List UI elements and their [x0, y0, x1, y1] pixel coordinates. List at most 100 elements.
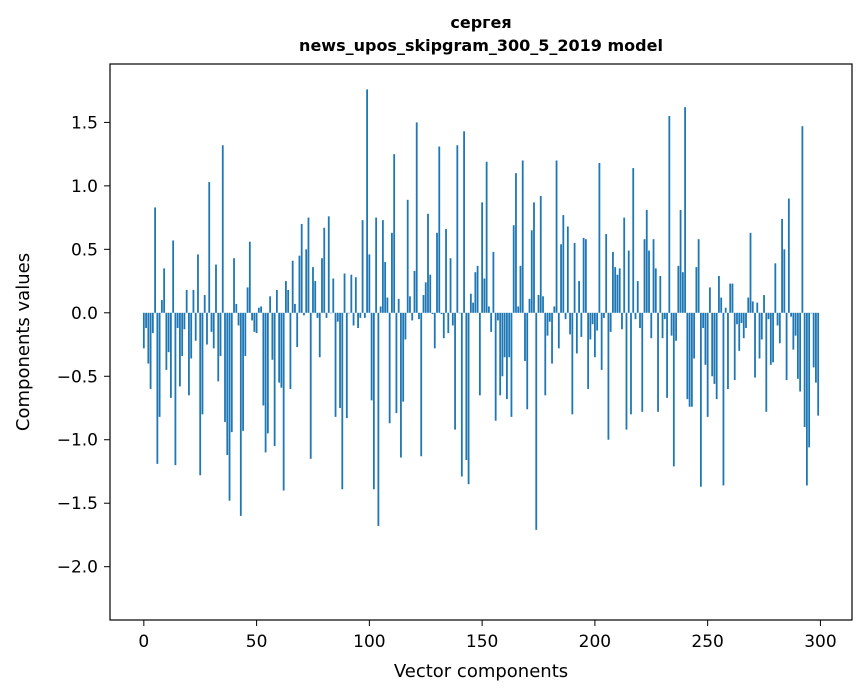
bar: [375, 217, 378, 313]
bar: [627, 250, 630, 313]
bar: [285, 281, 287, 313]
bar: [632, 168, 635, 313]
bar: [433, 312, 436, 349]
bar: [546, 312, 549, 336]
bar: [316, 312, 319, 318]
bar: [524, 312, 526, 362]
bar: [614, 267, 617, 313]
bar: [503, 312, 506, 358]
bar: [372, 312, 375, 490]
y-tick-label: 1.5: [71, 113, 98, 133]
bar: [729, 283, 732, 313]
bar: [492, 251, 495, 313]
bar: [815, 312, 817, 383]
bar: [526, 312, 529, 410]
bar: [197, 254, 199, 313]
bar: [589, 312, 592, 340]
bar: [163, 268, 166, 313]
bar: [690, 312, 693, 407]
bar: [569, 312, 571, 335]
bar: [409, 296, 411, 313]
bar: [447, 312, 450, 334]
chart-title-line-2: news_upos_skipgram_300_5_2019 model: [299, 36, 663, 55]
bar: [679, 209, 682, 313]
bar: [618, 268, 621, 313]
bar: [282, 312, 285, 491]
bar: [165, 312, 168, 370]
bar: [709, 287, 711, 313]
bar: [695, 267, 698, 313]
bar: [242, 312, 244, 431]
bar: [623, 217, 626, 313]
bar: [805, 312, 808, 486]
bar: [151, 312, 154, 334]
bar: [731, 283, 734, 313]
bar: [598, 163, 601, 313]
bar: [194, 312, 197, 341]
bar: [621, 312, 623, 330]
bar: [246, 287, 249, 313]
bar: [361, 220, 364, 313]
bar: [587, 312, 590, 389]
bar: [636, 281, 639, 313]
bar: [400, 312, 402, 458]
bar: [533, 202, 535, 313]
bar: [641, 312, 644, 412]
bar: [278, 312, 281, 383]
bar: [487, 306, 490, 313]
bar: [395, 312, 398, 414]
bar: [248, 241, 251, 313]
bar: [591, 312, 594, 325]
x-tick-label: 300: [804, 632, 836, 652]
bar: [415, 122, 418, 313]
bar: [751, 301, 754, 313]
bar: [330, 312, 332, 314]
bar: [379, 306, 382, 313]
bar: [512, 225, 515, 313]
bar: [530, 230, 533, 313]
bar: [555, 160, 558, 313]
bar: [158, 312, 161, 417]
bar: [318, 312, 321, 358]
bar: [612, 251, 614, 313]
bar: [404, 312, 407, 340]
bar: [307, 217, 310, 313]
bar: [551, 312, 553, 364]
bar: [584, 239, 587, 313]
bar: [402, 312, 405, 402]
bar: [485, 161, 488, 313]
bar: [206, 312, 208, 345]
bar: [639, 312, 641, 329]
bar: [300, 223, 303, 313]
bar: [257, 307, 260, 313]
bar: [767, 312, 770, 320]
bar: [603, 312, 605, 318]
bar: [630, 312, 632, 415]
bar: [418, 312, 420, 320]
bar: [339, 312, 341, 409]
bar: [769, 312, 772, 365]
bar: [681, 272, 684, 313]
bar: [273, 312, 276, 447]
bar: [645, 209, 648, 313]
bar: [566, 226, 569, 313]
bar: [609, 312, 612, 332]
bar: [792, 312, 795, 350]
bar: [192, 289, 195, 313]
bar: [675, 312, 677, 341]
bar: [287, 289, 290, 313]
bar: [756, 302, 759, 313]
bar: [183, 312, 186, 330]
bar: [693, 312, 696, 359]
bar: [548, 312, 551, 322]
bar: [325, 312, 328, 318]
x-tick-label: 0: [138, 632, 149, 652]
bar: [616, 274, 619, 313]
bar: [560, 244, 562, 313]
bar: [264, 312, 267, 453]
bar: [508, 312, 511, 358]
bar: [670, 312, 673, 336]
bar: [625, 312, 628, 430]
x-tick-label: 50: [246, 632, 268, 652]
